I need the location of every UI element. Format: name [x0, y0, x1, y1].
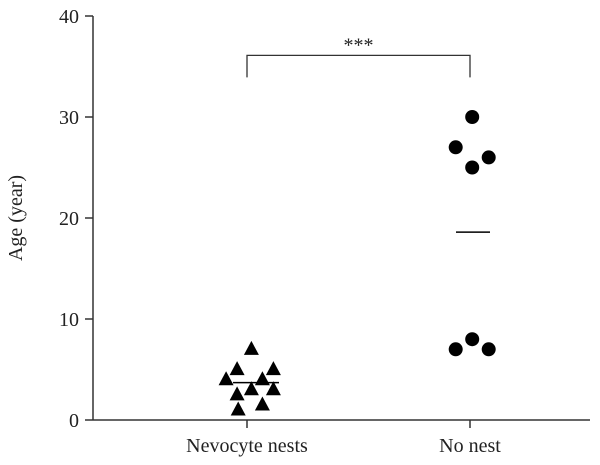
significance-annotation: ***: [246, 34, 471, 78]
data-point-circle: [481, 342, 496, 357]
data-point-triangle: [230, 401, 246, 416]
data-point-circle: [465, 332, 480, 347]
data-point-triangle: [229, 361, 245, 376]
data-point-triangle: [243, 340, 259, 355]
data-point-triangle: [265, 361, 281, 376]
y-tick-label: 30: [59, 107, 79, 129]
data-point-triangle: [218, 371, 234, 386]
x-tick-label: Nevocyte nests: [186, 435, 308, 457]
significance-label: ***: [344, 34, 374, 56]
significance-bracket: [246, 54, 471, 78]
data-point-circle: [481, 150, 496, 165]
data-point-triangle: [229, 386, 245, 401]
data-point-triangle: [254, 396, 270, 411]
y-axis-label: Age (year): [5, 175, 27, 261]
y-tick-label: 40: [59, 6, 79, 28]
data-point-triangle: [254, 371, 270, 386]
y-tick-label: 10: [59, 309, 79, 331]
data-point-triangle: [243, 381, 259, 396]
data-point-circle: [465, 160, 480, 175]
y-tick-label: 20: [59, 208, 79, 230]
data-marks: [218, 110, 496, 416]
y-tick-label: 0: [69, 410, 79, 432]
data-point-circle: [448, 140, 463, 155]
data-point-circle: [465, 110, 480, 124]
data-point-triangle: [265, 381, 281, 396]
x-tick-label: No nest: [439, 435, 501, 457]
data-point-circle: [448, 342, 463, 357]
axes: 0 10 20 30 40 Nevocyte nests No nest: [59, 6, 590, 457]
